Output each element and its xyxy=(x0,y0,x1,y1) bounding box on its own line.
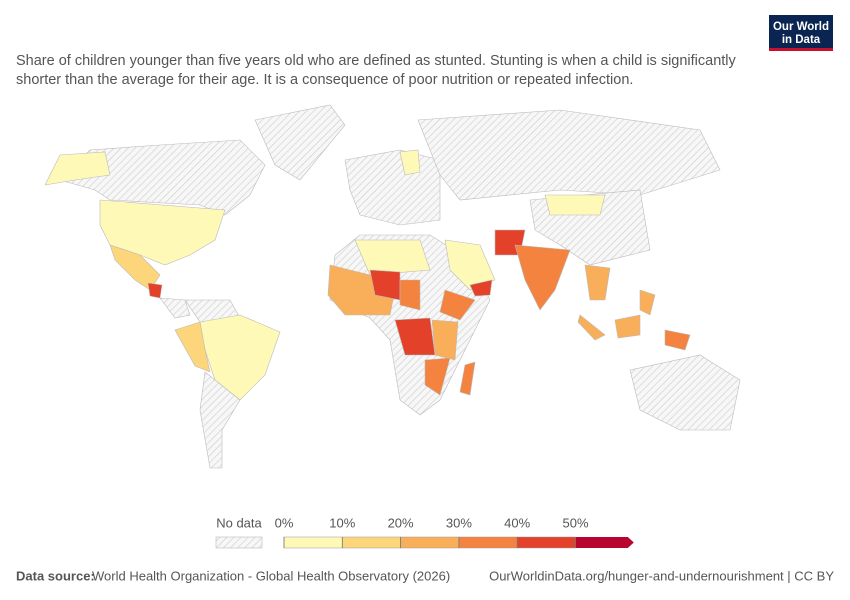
country xyxy=(584,264,611,301)
country xyxy=(469,279,493,297)
legend-label: 20% xyxy=(388,515,414,530)
legend-swatch xyxy=(575,537,634,548)
country xyxy=(159,297,191,319)
country xyxy=(59,139,266,216)
country xyxy=(544,194,606,216)
country xyxy=(664,329,691,351)
country xyxy=(174,321,211,373)
legend-label: 10% xyxy=(329,515,355,530)
legend-label: 50% xyxy=(562,515,588,530)
country xyxy=(424,357,451,396)
country xyxy=(417,109,721,201)
logo-box[interactable] xyxy=(769,15,833,48)
subtitle: Share of children younger than five year… xyxy=(16,53,737,69)
country xyxy=(431,319,459,361)
subtitle: shorter than the average for their age. … xyxy=(16,72,633,88)
country xyxy=(399,149,421,176)
country xyxy=(327,264,396,316)
legend-swatch xyxy=(400,536,460,549)
legend-swatch xyxy=(458,536,518,549)
country xyxy=(199,371,241,469)
world-map xyxy=(44,104,741,469)
country xyxy=(99,199,226,266)
country xyxy=(639,289,656,316)
country xyxy=(514,244,571,311)
logo-text: in Data xyxy=(782,34,821,46)
country xyxy=(629,354,741,431)
country xyxy=(344,149,441,226)
country xyxy=(254,104,346,181)
url[interactable]: OurWorldinData.org/hunger-and-undernouri… xyxy=(489,568,834,583)
country xyxy=(614,314,641,339)
country xyxy=(459,361,476,396)
country xyxy=(439,289,476,321)
source-label: Data source: xyxy=(16,568,95,583)
country xyxy=(399,279,421,311)
no-data-swatch xyxy=(215,536,263,549)
source: World Health Organization - Global Healt… xyxy=(92,568,450,583)
country xyxy=(199,314,281,401)
legend-label: 0% xyxy=(275,515,294,530)
legend-swatch xyxy=(516,536,576,549)
legend-swatch xyxy=(342,536,401,549)
country xyxy=(577,314,606,341)
legend-label: 30% xyxy=(446,515,472,530)
legend: No data 0% 10% 20% 30% 40% 50% xyxy=(215,515,634,549)
country xyxy=(44,151,111,186)
logo-underline xyxy=(769,48,833,51)
legend-label: No data xyxy=(216,515,262,530)
country xyxy=(354,239,431,276)
country xyxy=(147,282,163,299)
legend-swatch xyxy=(283,536,343,549)
legend-label: 40% xyxy=(504,515,530,530)
logo-text: Our World xyxy=(773,21,829,33)
